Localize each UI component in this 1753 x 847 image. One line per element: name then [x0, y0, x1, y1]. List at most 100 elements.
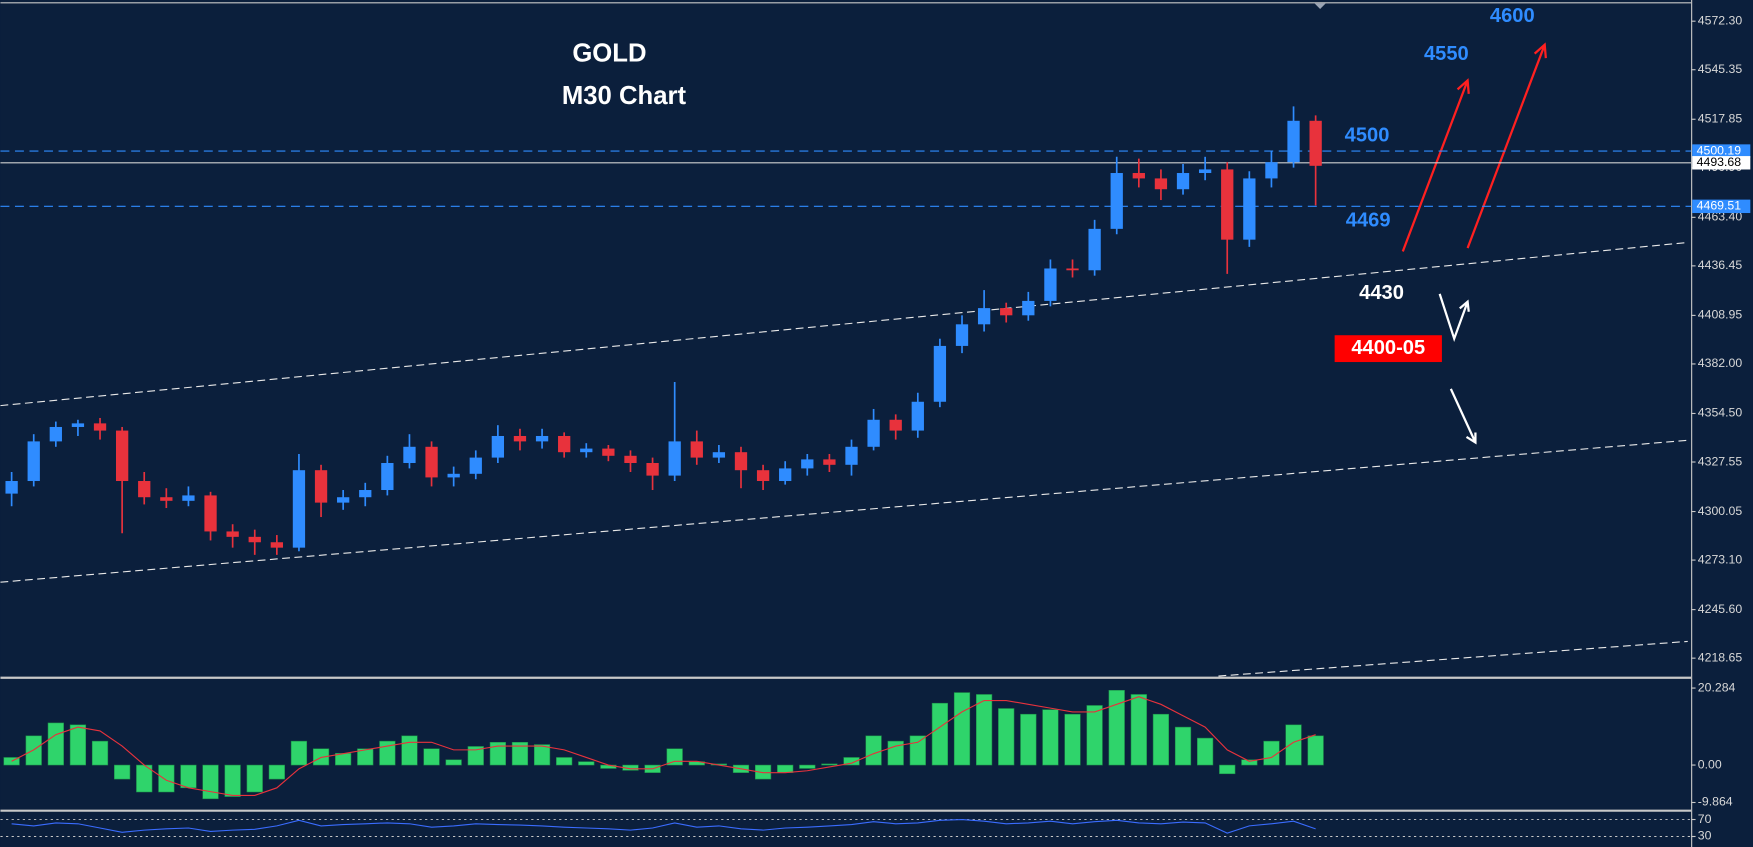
annotation: 4600 [1490, 5, 1535, 27]
rsi-line [11, 818, 1316, 834]
y-tick-label: 30 [1698, 829, 1712, 843]
macd-bar [865, 735, 882, 766]
macd-bar [511, 742, 529, 766]
macd-bar [47, 722, 64, 766]
annotation: 4430 [1359, 282, 1404, 304]
candle-body [1044, 268, 1057, 301]
candle-body [845, 446, 858, 465]
candle-body [160, 497, 173, 501]
y-tick-label: -9.864 [1698, 795, 1733, 809]
macd-bar [114, 764, 131, 780]
macd-bar [821, 763, 838, 766]
candle-body [270, 542, 283, 548]
annotation: 4500 [1345, 125, 1390, 147]
candle-body [558, 435, 571, 453]
candle-body [1088, 228, 1101, 271]
macd-bar [445, 759, 462, 766]
candle-body [447, 473, 460, 478]
y-tick-label: 4327.55 [1698, 454, 1743, 468]
macd-bar [1042, 709, 1059, 766]
annotation: 4550 [1424, 43, 1469, 65]
price-tag [1692, 144, 1751, 158]
y-tick-label: 4545.35 [1698, 62, 1743, 76]
candle-body [292, 470, 306, 548]
candle-body [977, 308, 991, 325]
macd-bar [1219, 764, 1236, 775]
candle-body [1022, 300, 1035, 316]
candle-body [933, 345, 947, 402]
candle-body [93, 423, 107, 431]
trend-line [1218, 640, 1688, 677]
chart-title: GOLD [572, 40, 646, 68]
candle-body [690, 441, 703, 458]
y-tick-label: 4408.95 [1698, 308, 1743, 322]
macd-bar [998, 708, 1015, 766]
macd-bar [246, 764, 263, 793]
arrow [1438, 293, 1470, 343]
candle-body [1309, 120, 1322, 166]
candle-body [182, 495, 195, 501]
y-tick-label: 0.00 [1698, 757, 1722, 771]
candle-body [1265, 162, 1278, 179]
candle-body [823, 459, 836, 465]
macd-bar [401, 735, 418, 766]
macd-bar [976, 694, 993, 766]
candle-body [624, 455, 637, 463]
price-tag-label: 4493.68 [1697, 155, 1742, 169]
candle-body [513, 435, 527, 442]
candle-body [469, 457, 482, 474]
macd-bar [69, 724, 87, 766]
y-tick-label: 4245.60 [1698, 602, 1743, 616]
macd-bar [1108, 690, 1125, 766]
macd-bar [909, 735, 926, 766]
macd-bar [799, 764, 816, 769]
macd-bar [224, 764, 241, 797]
macd-bar [489, 742, 506, 766]
annotation-box [1334, 335, 1442, 363]
y-tick-label: 4273.10 [1698, 552, 1743, 566]
macd-bar [91, 740, 109, 766]
macd-bar [1197, 737, 1214, 766]
macd-bar [843, 757, 860, 766]
candle-body [1287, 120, 1300, 163]
candle-body [248, 536, 261, 543]
y-tick-label: 4463.40 [1698, 210, 1743, 224]
macd-bar [158, 764, 175, 793]
candle-body [646, 462, 659, 476]
macd-bar [357, 748, 374, 766]
macd-bar [953, 692, 971, 766]
candle-body [337, 497, 350, 503]
annotation: 4469 [1346, 210, 1391, 232]
candle-body [756, 470, 770, 482]
candle-body [1132, 173, 1145, 179]
y-tick-label: 20.284 [1698, 680, 1736, 694]
macd-bar [1263, 740, 1280, 766]
candle-body [867, 419, 880, 447]
arrow [1449, 388, 1477, 445]
macd-bar [1307, 735, 1324, 766]
macd-bar [1086, 705, 1103, 766]
macd-bar [1064, 713, 1081, 766]
shift-marker [1314, 3, 1326, 9]
y-tick-label: 4572.30 [1698, 13, 1743, 27]
macd-bar [1130, 694, 1147, 766]
price-tag-label: 4469.51 [1697, 199, 1742, 213]
price-tag [1692, 156, 1751, 170]
price-tag-label: 4500.19 [1697, 143, 1742, 157]
candle-body [359, 490, 372, 498]
macd-bar [931, 702, 949, 766]
candle-body [381, 462, 394, 491]
y-tick-label: 4218.65 [1698, 650, 1743, 664]
candle-body [1154, 178, 1168, 190]
candle-body [1243, 178, 1256, 240]
macd-bar [777, 764, 794, 773]
y-tick-label: 70 [1698, 812, 1712, 826]
candle-body [712, 452, 726, 458]
candle-body [314, 470, 328, 503]
candle-body [49, 426, 62, 442]
arrow [1401, 78, 1470, 252]
macd-bar [202, 764, 219, 800]
y-tick-label: 4517.85 [1698, 112, 1743, 126]
macd-bar [754, 764, 772, 780]
